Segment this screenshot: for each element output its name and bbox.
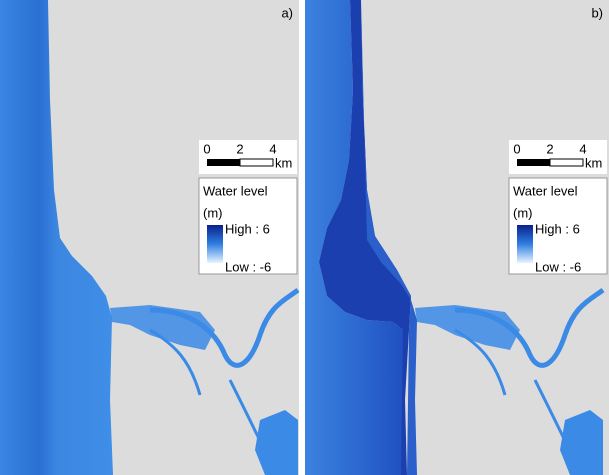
legend-unit: (m) xyxy=(203,205,223,220)
scale-unit: km xyxy=(585,155,602,170)
scale-bar-light xyxy=(550,159,583,166)
legend-low: Low : -6 xyxy=(225,259,271,274)
legend-unit: (m) xyxy=(513,205,533,220)
legend-ramp xyxy=(517,225,533,263)
scale-bar-light xyxy=(240,159,273,166)
map-panel: 0 2 4km Water level (m)High : 6 Low : -6 a) xyxy=(0,0,299,475)
panel-label: a) xyxy=(281,5,293,20)
figure: 024kmWater level(m)High : 6Low : -6a)024… xyxy=(0,0,609,475)
legend-high: High : 6 xyxy=(225,221,270,236)
lagoon xyxy=(255,410,298,475)
scale-tick-label: 2 xyxy=(236,141,243,156)
scale-bar-dark xyxy=(207,159,240,166)
scale-tick-label: 4 xyxy=(269,141,276,156)
scale-tick-label: 0 xyxy=(203,141,210,156)
scale-tick-label: 2 xyxy=(546,141,553,156)
legend-title: Water level xyxy=(203,183,268,198)
legend-high: High : 6 xyxy=(535,221,580,236)
scale-bar-dark xyxy=(517,159,550,166)
legend-title: Water level xyxy=(513,183,578,198)
legend-low: Low : -6 xyxy=(535,259,581,274)
legend-ramp xyxy=(207,225,223,263)
map-panel: 0 2 4km Water level (m)High : 6 Low : -6 b) xyxy=(305,0,609,475)
scale-unit: km xyxy=(275,155,292,170)
scale-tick-label: 4 xyxy=(579,141,586,156)
panel-label: b) xyxy=(591,5,603,20)
lagoon xyxy=(560,410,603,475)
scale-tick-label: 0 xyxy=(513,141,520,156)
